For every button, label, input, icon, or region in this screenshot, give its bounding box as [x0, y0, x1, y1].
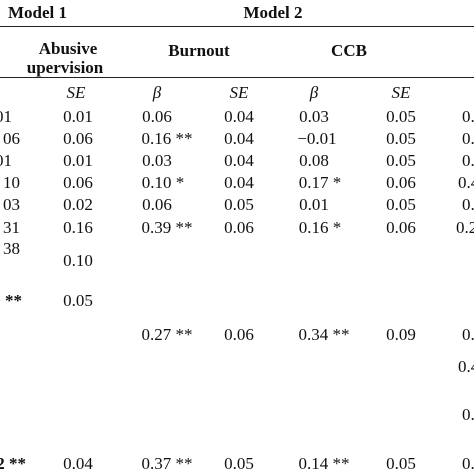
row-ccb-se: 0.05 — [386, 195, 416, 214]
row-burnout-beta: 0.39 ** — [141, 218, 193, 237]
row-left-value: 31 — [3, 218, 20, 237]
row-left-value: 0 ** — [0, 291, 22, 310]
beta-header-burnout: β — [152, 83, 162, 102]
abusive-supervision-header-line2: upervision — [26, 58, 104, 77]
row-left-value: 38 — [3, 239, 20, 258]
model1-header: Model 1 — [8, 3, 68, 22]
row-right-value: 0. — [462, 325, 474, 344]
row-se1-value: 0.06 — [63, 129, 93, 148]
row-left-value: 10 — [3, 173, 20, 192]
row-se1-value: 0.10 — [63, 251, 93, 270]
row-ccb-se: 0.05 — [386, 129, 416, 148]
row-burnout-beta: 0.16 ** — [141, 129, 193, 148]
row-se1-value: 0.04 — [63, 454, 93, 473]
row-right-value: 0. — [462, 129, 474, 148]
row-burnout-se: 0.04 — [224, 173, 254, 192]
row-ccb-beta: 0.17 * — [298, 173, 342, 192]
row-right-value: 0. — [462, 195, 474, 214]
burnout-header: Burnout — [168, 41, 230, 60]
row-ccb-beta: 0.01 — [299, 195, 329, 214]
se-header-model1: SE — [66, 83, 86, 102]
row-right-value: 0. — [462, 405, 474, 424]
row-left-value: 01 — [0, 151, 12, 170]
row-burnout-beta: 0.10 * — [141, 173, 185, 192]
row-se1-value: 0.01 — [63, 107, 93, 126]
row-burnout-se: 0.05 — [224, 195, 254, 214]
row-left-value: 06 — [3, 129, 20, 148]
row-burnout-se: 0.04 — [224, 129, 254, 148]
row-right-value: 0.2 — [456, 218, 474, 237]
row-burnout-beta: 0.06 — [142, 195, 172, 214]
model2-header: Model 2 — [243, 3, 303, 22]
row-ccb-se: 0.06 — [386, 218, 416, 237]
abusive-supervision-header-line1: Abusive — [38, 39, 98, 58]
row-right-value: 0. — [462, 107, 474, 126]
row-ccb-se: 0.05 — [386, 454, 416, 473]
row-left-value: 03 — [3, 195, 20, 214]
row-left-value: 2 ** — [0, 454, 26, 473]
row-burnout-se: 0.06 — [224, 325, 254, 344]
row-right-value: 0. — [462, 454, 474, 473]
row-ccb-se: 0.09 — [386, 325, 416, 344]
row-left-value: 01 — [0, 107, 12, 126]
ccb-header: CCB — [331, 41, 367, 60]
row-se1-value: 0.16 — [63, 218, 93, 237]
row-right-value: 0. — [462, 151, 474, 170]
row-ccb-se: 0.05 — [386, 107, 416, 126]
row-burnout-se: 0.04 — [224, 151, 254, 170]
row-burnout-beta: 0.37 ** — [141, 454, 193, 473]
se-header-burnout: SE — [229, 83, 249, 102]
row-burnout-se: 0.04 — [224, 107, 254, 126]
row-burnout-beta: 0.03 — [142, 151, 172, 170]
row-ccb-beta: 0.14 ** — [298, 454, 350, 473]
row-se1-value: 0.02 — [63, 195, 93, 214]
row-se1-value: 0.05 — [63, 291, 93, 310]
row-burnout-beta: 0.06 — [142, 107, 172, 126]
header-rule — [0, 26, 474, 28]
row-ccb-beta: 0.16 * — [298, 218, 342, 237]
row-burnout-se: 0.05 — [224, 454, 254, 473]
beta-header-ccb: β — [309, 83, 319, 102]
row-ccb-beta: 0.34 ** — [298, 325, 350, 344]
row-ccb-beta: 0.08 — [299, 151, 329, 170]
row-se1-value: 0.06 — [63, 173, 93, 192]
row-ccb-beta: −0.01 — [297, 129, 337, 148]
row-ccb-se: 0.05 — [386, 151, 416, 170]
row-se1-value: 0.01 — [63, 151, 93, 170]
row-ccb-se: 0.06 — [386, 173, 416, 192]
row-right-value: 0.4 — [458, 173, 474, 192]
row-right-value: 0.4 — [458, 357, 474, 376]
se-header-ccb: SE — [391, 83, 411, 102]
row-ccb-beta: 0.03 — [299, 107, 329, 126]
subheader-rule-burnout — [0, 77, 474, 79]
row-burnout-se: 0.06 — [224, 218, 254, 237]
row-burnout-beta: 0.27 ** — [141, 325, 193, 344]
